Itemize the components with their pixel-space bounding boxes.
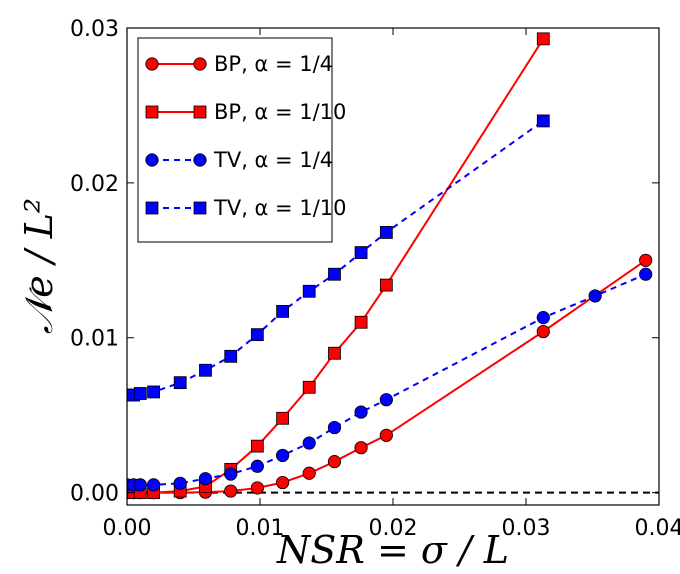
x-tick-label: 0.02	[369, 516, 418, 541]
data-point	[379, 226, 393, 239]
data-point	[379, 393, 393, 407]
legend-marker	[193, 57, 207, 71]
data-point	[379, 428, 393, 442]
data-point	[328, 346, 341, 360]
data-point	[302, 436, 316, 450]
data-point	[379, 278, 393, 292]
data-point	[536, 32, 550, 46]
legend-entry-1: BP, α = 1/10	[145, 100, 346, 124]
legend-entry-2: TV, α = 1/4	[145, 148, 333, 172]
data-point	[328, 267, 341, 281]
data-point	[276, 475, 290, 490]
x-tick-label: 0.00	[103, 516, 152, 541]
data-point	[354, 441, 368, 455]
y-tick-label: 0.00	[70, 482, 119, 507]
data-point	[224, 349, 238, 363]
x-tick-label: 0.03	[502, 516, 551, 541]
data-point	[302, 466, 316, 480]
series-3	[127, 114, 550, 402]
data-point	[327, 420, 342, 435]
data-point	[276, 305, 290, 318]
data-point	[639, 267, 653, 281]
legend-label: TV, α = 1/10	[213, 196, 347, 220]
data-point	[588, 289, 602, 303]
legend-marker	[193, 201, 207, 215]
y-tick-label: 0.01	[70, 327, 119, 352]
legend-label: BP, α = 1/10	[214, 100, 346, 124]
legend-label: TV, α = 1/4	[213, 148, 333, 172]
data-point	[354, 315, 368, 329]
data-point	[133, 478, 147, 492]
data-point	[198, 472, 213, 486]
legend-marker	[145, 201, 159, 215]
data-point	[302, 380, 316, 394]
y-tick-label: 0.03	[70, 17, 119, 42]
data-point	[147, 385, 161, 399]
legend-marker	[145, 105, 159, 119]
data-point	[354, 405, 368, 419]
legend-box	[137, 37, 333, 243]
data-point	[147, 478, 161, 492]
data-point	[173, 376, 187, 390]
x-tick-label: 0.04	[635, 516, 680, 541]
data-point	[250, 439, 264, 453]
data-point	[224, 467, 238, 481]
data-point	[302, 284, 316, 298]
y-tick-label: 0.02	[70, 172, 119, 197]
data-point	[639, 253, 653, 267]
legend-marker	[145, 57, 159, 71]
data-point	[276, 411, 290, 425]
data-point	[536, 114, 550, 128]
series-2	[127, 267, 653, 492]
data-point	[276, 448, 290, 463]
data-point	[250, 459, 264, 473]
legend-entry-3: TV, α = 1/10	[145, 196, 347, 220]
legend-marker	[193, 105, 207, 119]
data-point	[327, 455, 342, 469]
data-point	[536, 324, 550, 339]
data-point	[536, 311, 550, 325]
legend-entry-0: BP, α = 1/4	[145, 52, 333, 76]
data-point	[224, 484, 238, 498]
data-point	[199, 363, 212, 377]
x-axis-title: NSR = σ / L	[276, 528, 509, 572]
legend-marker	[145, 153, 159, 167]
y-axis-title: 𝒩e / L²	[17, 198, 61, 334]
legend: BP, α = 1/4 BP, α = 1/10 TV, α = 1/4 TV, α …	[137, 37, 347, 243]
data-point	[173, 476, 187, 490]
legend-label: BP, α = 1/4	[214, 52, 333, 76]
data-point	[250, 328, 264, 342]
x-tick-label: 0.01	[236, 516, 285, 541]
data-point	[133, 387, 147, 400]
tick-layer: 0.00 0.01 0.02 0.03 0.04 0.00 0.01 0.02 0.03	[70, 17, 680, 541]
series-layer	[127, 32, 653, 500]
legend-marker	[193, 153, 207, 167]
data-point	[250, 481, 264, 495]
series-line	[127, 273, 647, 486]
data-point	[354, 246, 368, 259]
